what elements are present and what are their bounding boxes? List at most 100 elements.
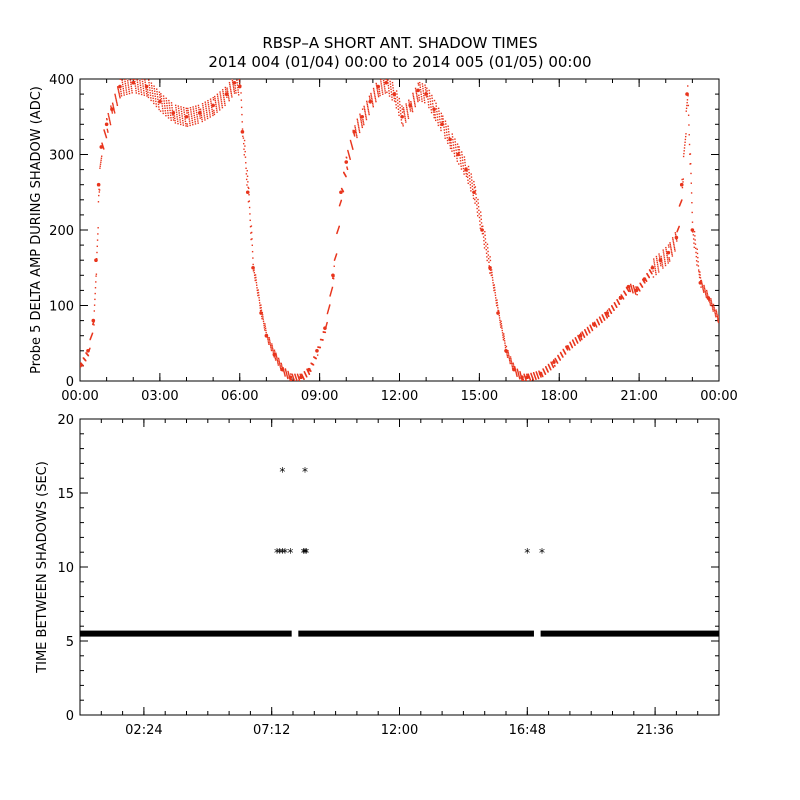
outlier-point: * bbox=[539, 546, 545, 560]
trace-dot bbox=[101, 144, 104, 146]
trace-dot bbox=[91, 334, 93, 336]
trace-dot bbox=[651, 273, 653, 275]
trace-dot bbox=[297, 376, 300, 378]
trace-dot bbox=[401, 108, 403, 110]
trace-dot bbox=[452, 138, 454, 141]
trace-dot bbox=[657, 269, 660, 271]
trace-dot bbox=[355, 131, 357, 134]
trace-dot bbox=[104, 134, 107, 136]
trace-dot bbox=[355, 133, 358, 135]
trace-dot bbox=[705, 295, 707, 297]
trace-dot bbox=[705, 293, 707, 295]
trace-dot bbox=[280, 364, 283, 366]
x-tick-label: 09:00 bbox=[301, 389, 338, 404]
trace-dot bbox=[239, 79, 242, 80]
trace-dot bbox=[351, 145, 353, 147]
trace-dot bbox=[185, 125, 187, 127]
trace-dot bbox=[460, 165, 462, 167]
trace-dot bbox=[338, 226, 340, 228]
trace-dot bbox=[403, 114, 406, 116]
trace-dot bbox=[218, 107, 221, 109]
trace-dot bbox=[361, 108, 364, 110]
trace-dot bbox=[673, 245, 675, 247]
trace-dot bbox=[352, 148, 354, 150]
trace-dot bbox=[151, 92, 154, 94]
trace-dot bbox=[466, 173, 469, 175]
trace-dot bbox=[683, 147, 686, 149]
trace-dot bbox=[483, 239, 485, 242]
trace-dot bbox=[431, 97, 433, 99]
trace-dot bbox=[89, 338, 92, 340]
trace-dot bbox=[485, 241, 487, 244]
trace-dot bbox=[346, 166, 348, 168]
trace-dot bbox=[236, 79, 238, 82]
trace-dot bbox=[696, 264, 698, 266]
trace-dot bbox=[282, 366, 284, 369]
trace-dot bbox=[527, 373, 529, 375]
trace-dot bbox=[659, 262, 662, 265]
data-point bbox=[480, 228, 484, 232]
trace-dot bbox=[622, 298, 625, 300]
trace-dot bbox=[315, 357, 317, 360]
trace-dot bbox=[574, 344, 576, 346]
trace-dot bbox=[672, 238, 674, 241]
trace-dot bbox=[136, 79, 138, 81]
trace-dot bbox=[251, 250, 254, 253]
trace-dot bbox=[474, 198, 476, 201]
trace-dot bbox=[263, 327, 266, 329]
trace-dot bbox=[91, 333, 93, 335]
trace-dot bbox=[230, 90, 232, 93]
data-point bbox=[144, 84, 149, 89]
trace-dot bbox=[260, 306, 262, 309]
trace-dot bbox=[470, 190, 472, 192]
trace-dot bbox=[417, 100, 419, 103]
trace-dot bbox=[403, 108, 405, 111]
data-point bbox=[288, 375, 293, 380]
trace-dot bbox=[164, 112, 167, 114]
data-point bbox=[171, 111, 175, 115]
trace-dot bbox=[460, 168, 463, 170]
trace-dot bbox=[354, 126, 356, 129]
trace-dot bbox=[328, 307, 330, 309]
trace-dot bbox=[532, 372, 535, 374]
trace-dot bbox=[217, 99, 219, 101]
trace-dot bbox=[368, 113, 370, 116]
trace-dot bbox=[277, 362, 279, 365]
trace-dot bbox=[481, 225, 483, 228]
trace-dot bbox=[466, 170, 468, 172]
trace-dot bbox=[457, 146, 459, 148]
trace-dot bbox=[415, 90, 417, 93]
trace-dot bbox=[397, 102, 399, 104]
trace-dot bbox=[159, 99, 161, 101]
data-point bbox=[472, 190, 476, 195]
trace-dot bbox=[144, 83, 147, 86]
trace-dot bbox=[209, 98, 212, 100]
trace-dot bbox=[519, 372, 522, 374]
trace-dot bbox=[389, 83, 392, 85]
trace-dot bbox=[230, 94, 233, 96]
trace-dot bbox=[221, 103, 223, 105]
trace-dot bbox=[370, 92, 372, 95]
trace-dot bbox=[93, 310, 96, 312]
trace-dot bbox=[203, 113, 205, 115]
trace-dot bbox=[186, 125, 189, 127]
trace-dot bbox=[171, 109, 174, 111]
trace-dot bbox=[274, 356, 276, 358]
trace-dot bbox=[444, 134, 446, 137]
trace-dot bbox=[194, 123, 197, 125]
trace-dot bbox=[194, 118, 196, 121]
trace-dot bbox=[462, 165, 464, 167]
data-point bbox=[690, 228, 695, 232]
trace-dot bbox=[172, 119, 175, 121]
trace-dot bbox=[516, 375, 518, 377]
trace-dot bbox=[398, 114, 400, 117]
trace-dot bbox=[368, 112, 370, 114]
trace-dot bbox=[156, 93, 159, 95]
trace-dot bbox=[281, 365, 283, 368]
trace-dot bbox=[179, 121, 182, 123]
trace-dot bbox=[437, 107, 440, 110]
y-tick-label: 5 bbox=[66, 635, 74, 650]
trace-dot bbox=[381, 87, 383, 89]
trace-dot bbox=[693, 246, 695, 249]
trace-dot bbox=[356, 136, 358, 139]
